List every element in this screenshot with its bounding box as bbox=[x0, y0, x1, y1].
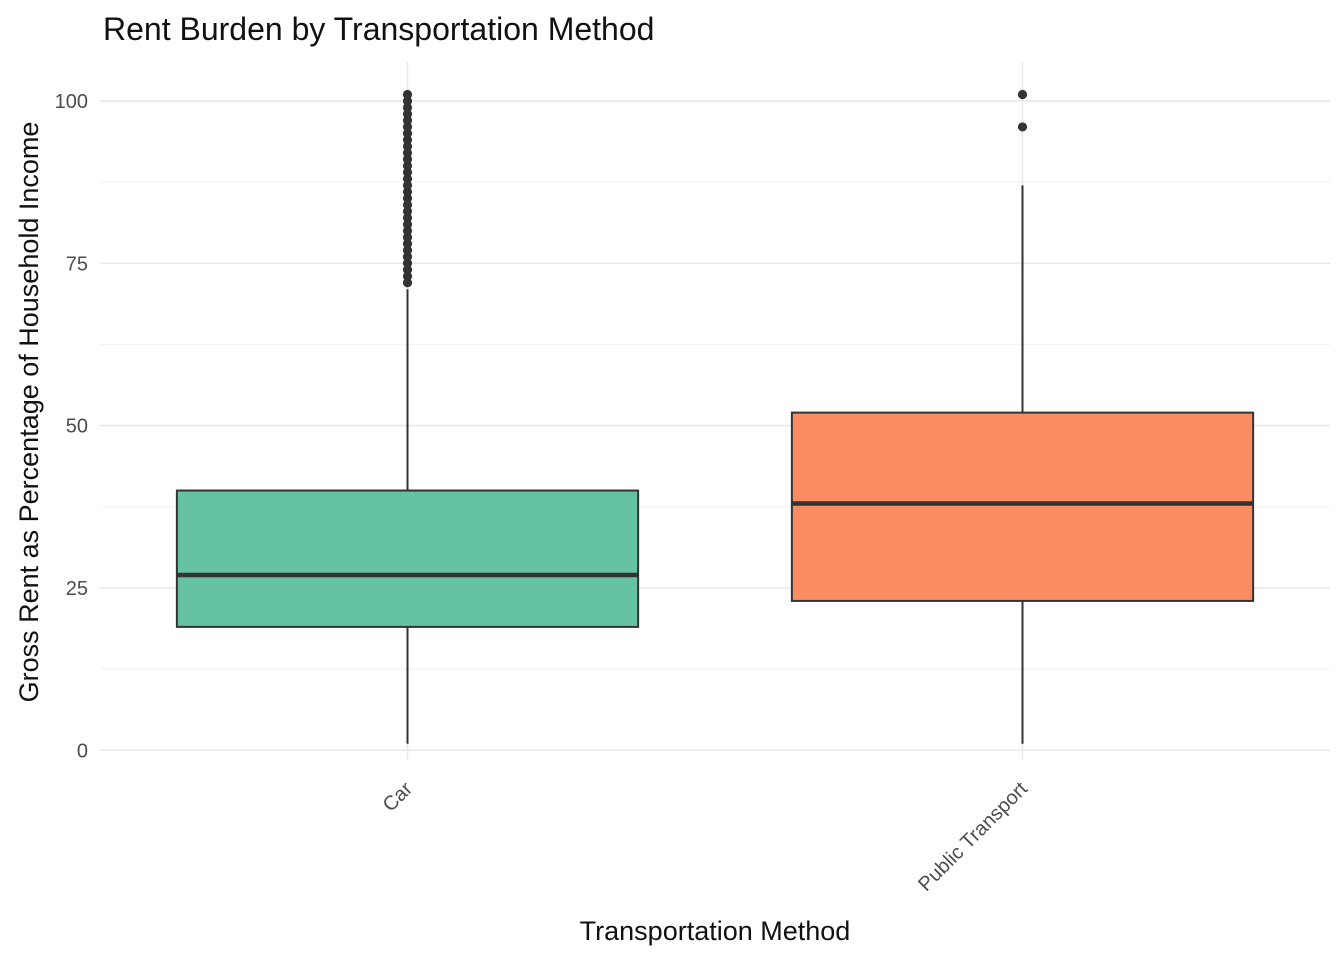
outlier-point bbox=[402, 232, 413, 242]
outlier-point bbox=[402, 102, 413, 113]
outlier-point bbox=[402, 265, 413, 275]
outlier-point bbox=[402, 96, 413, 106]
outlier-point bbox=[402, 219, 413, 229]
outlier-point bbox=[1017, 122, 1028, 132]
box-public-transport bbox=[790, 89, 1255, 744]
outlier-point bbox=[402, 89, 413, 100]
outlier-point bbox=[402, 213, 413, 223]
outlier-point bbox=[402, 109, 413, 119]
chart-title: Rent Burden by Transportation Method bbox=[103, 11, 654, 47]
y-axis-ticks: 0 25 50 75 100 bbox=[55, 91, 88, 762]
outlier-point bbox=[402, 252, 413, 262]
outlier-point bbox=[402, 167, 413, 177]
outlier-point bbox=[1017, 89, 1028, 100]
outlier-point bbox=[402, 180, 413, 190]
y-tick-label: 25 bbox=[66, 578, 88, 600]
outlier-point bbox=[402, 135, 413, 145]
outlier-point bbox=[402, 271, 413, 281]
outlier-point bbox=[402, 128, 413, 139]
x-tick-label: Car bbox=[379, 778, 418, 817]
y-tick-label: 100 bbox=[55, 91, 88, 113]
outlier-point bbox=[402, 278, 413, 288]
outlier-point bbox=[402, 161, 413, 171]
y-tick-label: 75 bbox=[66, 253, 88, 275]
outlier-point bbox=[402, 258, 413, 268]
outlier-point bbox=[402, 226, 413, 236]
outlier-point bbox=[402, 174, 413, 184]
outlier-point bbox=[402, 187, 413, 197]
boxes bbox=[175, 89, 1255, 744]
outlier-point bbox=[402, 141, 413, 152]
x-tick-label: Public Transport bbox=[914, 778, 1032, 896]
x-axis-ticks: Car Public Transport bbox=[379, 778, 1033, 896]
box-car bbox=[175, 89, 640, 744]
x-axis-title: Transportation Method bbox=[580, 916, 851, 946]
outlier-point bbox=[402, 245, 413, 255]
outlier-point bbox=[402, 206, 413, 216]
y-axis-title: Gross Rent as Percentage of Household In… bbox=[14, 122, 44, 703]
box-iqr bbox=[790, 411, 1255, 602]
outlier-point bbox=[402, 115, 413, 126]
outlier-point bbox=[402, 148, 413, 158]
grid bbox=[100, 62, 1330, 760]
outlier-point bbox=[402, 154, 413, 164]
outlier-point bbox=[402, 239, 413, 249]
outlier-point bbox=[402, 193, 413, 203]
y-tick-label: 50 bbox=[66, 416, 88, 438]
outlier-point bbox=[402, 122, 413, 132]
outlier-point bbox=[402, 200, 413, 210]
y-tick-label: 0 bbox=[77, 740, 88, 762]
box-iqr bbox=[175, 489, 640, 628]
